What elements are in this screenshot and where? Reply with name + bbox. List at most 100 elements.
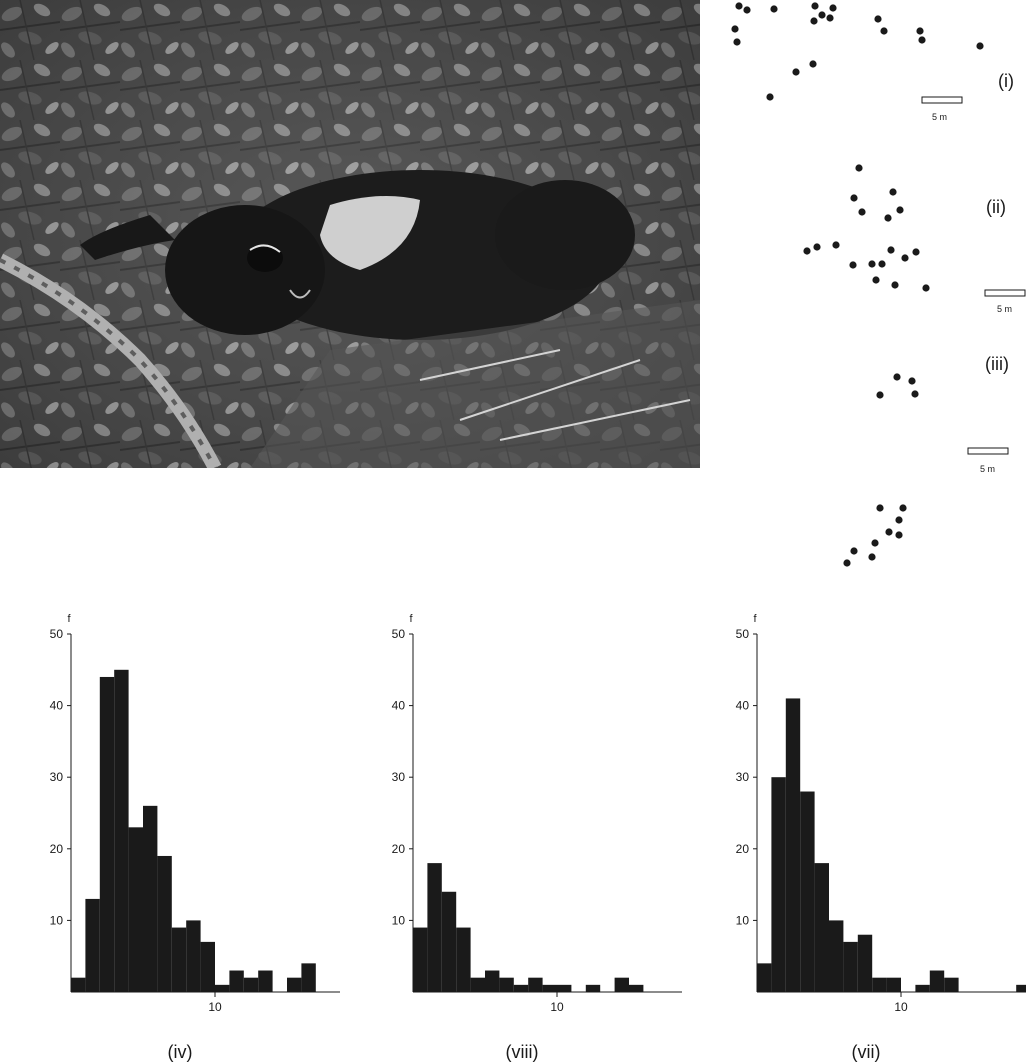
histogram-bar [413,927,428,992]
histogram-vii: 10203040501020fm(vii) [686,580,1026,1064]
panel-label: (vii) [852,1042,881,1062]
map-dot [918,36,926,44]
map-dot [891,281,899,289]
y-tick-label: 50 [50,627,64,641]
map-dot [810,17,818,25]
histogram-bar [1016,984,1026,992]
histogram-bar [843,941,858,992]
histogram-bar [99,676,115,992]
histogram-bar [944,977,959,992]
map-label-2: (ii) [986,197,1006,217]
y-tick-label: 10 [736,913,750,927]
y-axis-label: f [753,613,757,625]
map-dot [813,243,821,251]
histogram-viii: 10203040501020fm(viii) [342,580,682,1064]
histogram-bar [427,863,442,992]
histogram-bar [470,977,485,992]
histogram-bar [243,977,259,992]
histogram-bar [585,984,601,992]
map-dot [850,547,858,555]
map-dot [889,188,897,196]
scale-bar-2 [984,289,1026,297]
histogram-bar [456,927,471,992]
y-tick-label: 20 [392,842,406,856]
histogram-bar [857,934,873,992]
histogram-bar [215,984,230,992]
histogram-bar [258,970,273,992]
spatial-maps: (i) 5 m (ii) 5 m (iii) 5 m [731,2,1026,567]
histogram-bar [128,827,143,992]
gorilla-photo [0,0,700,468]
map-dot [893,373,901,381]
y-tick-label: 40 [50,699,64,713]
map-dot [901,254,909,262]
histogram-bar [785,698,801,992]
histogram-bar [200,941,215,992]
histogram-bar [499,977,514,992]
histogram-bar [557,984,572,992]
histogram-bar [929,970,945,992]
histogram-bar [814,863,829,992]
y-tick-label: 40 [392,699,406,713]
histogram-bar [542,984,557,992]
y-axis-label: f [67,613,71,625]
map-dot [731,25,739,33]
histogram-bar [287,977,302,992]
x-tick-label: 10 [550,1000,564,1014]
map-dot [826,14,834,22]
y-tick-label: 50 [736,627,750,641]
map-dot [908,377,916,385]
histogram-bar [485,970,500,992]
histogram-bar [85,898,100,992]
histogram-bar [229,970,244,992]
scale-bar-1 [921,96,963,104]
map-dot [895,531,903,539]
y-tick-label: 10 [50,913,64,927]
y-tick-label: 20 [50,842,64,856]
y-tick-label: 20 [736,842,750,856]
map-dot [916,27,924,35]
map-dot [855,164,863,172]
histogram-bar [71,977,86,992]
y-tick-label: 30 [736,770,750,784]
map-dot [868,553,876,561]
histogram-bar [800,791,815,992]
map-dot [899,504,907,512]
histogram-bar [171,927,187,992]
map-label-1: (i) [998,71,1014,91]
x-tick-label: 10 [894,1000,908,1014]
scale-text-3: 5 m [980,464,995,474]
map-dot [832,241,840,249]
map-dot [803,247,811,255]
scale-bar-3 [967,447,1009,455]
histogram-bar [771,777,786,992]
y-tick-label: 10 [392,913,406,927]
map-dot [766,93,774,101]
map-dot [876,504,884,512]
histogram-bar [886,977,901,992]
map-dot [843,559,851,567]
scale-text-2: 5 m [997,304,1012,314]
map-dot [733,38,741,46]
map-dot [922,284,930,292]
map-dot [871,539,879,547]
y-tick-label: 50 [392,627,406,641]
map-dot [868,260,876,268]
map-dot [876,391,884,399]
histogram-bar [829,920,844,992]
map-dot [849,261,857,269]
map-dot [976,42,984,50]
map-dot [850,194,858,202]
map-dot [885,528,893,536]
map-dot [884,214,892,222]
map-dot [809,60,817,68]
histogram-bar [114,669,129,992]
panel-label: (iv) [168,1042,193,1062]
map-dot [880,27,888,35]
map-dot [735,2,743,10]
map-dot [743,6,751,14]
histogram-bar [513,984,529,992]
map-dot [792,68,800,76]
histogram-iv: 10203040501020fm(iv) [0,580,340,1064]
map-dot [811,2,819,10]
